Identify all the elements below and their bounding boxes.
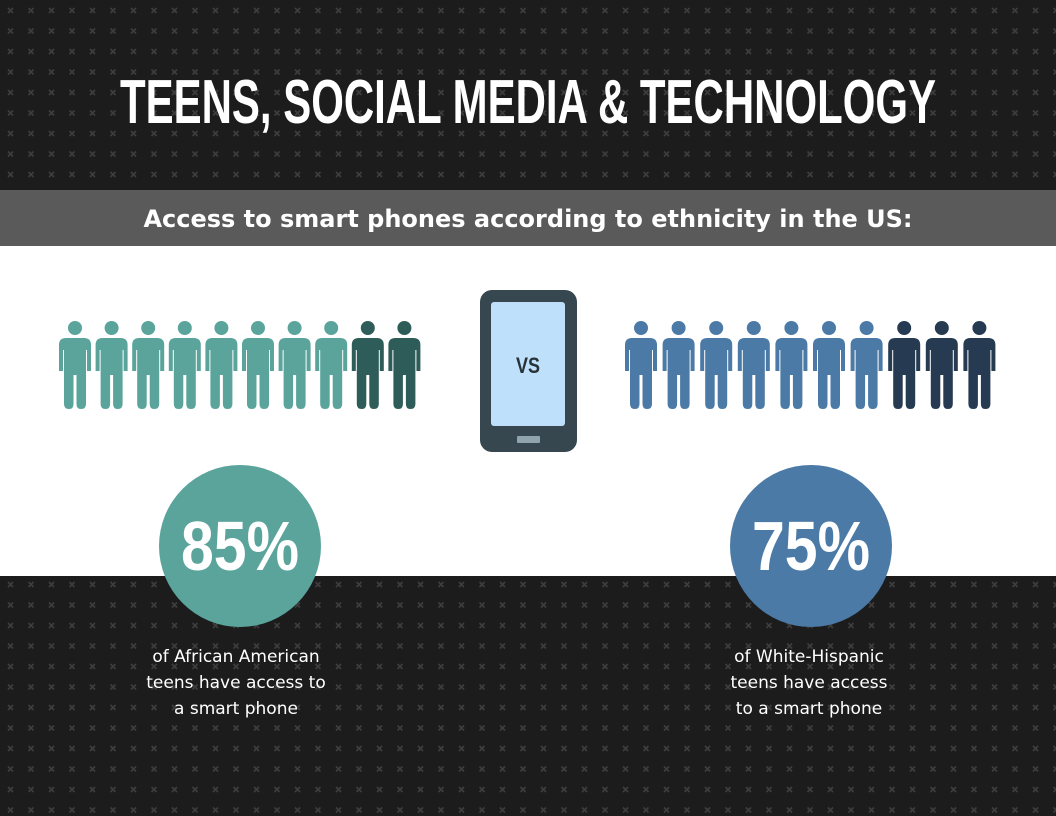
person-body [315, 338, 348, 409]
person-head [859, 321, 874, 335]
person-icon [132, 321, 165, 409]
person-head [671, 321, 686, 335]
person-body [351, 338, 384, 409]
person-icon [278, 321, 311, 409]
person-body [662, 338, 695, 409]
stat-circle [159, 465, 321, 627]
person-icon [925, 321, 958, 409]
person-body [388, 338, 421, 409]
person-icon [888, 321, 921, 409]
person-head [897, 321, 912, 335]
person-icon [315, 321, 348, 409]
person-head [141, 321, 156, 335]
person-icon [813, 321, 845, 409]
person-head [104, 321, 119, 335]
person-body [132, 338, 165, 409]
person-head [68, 321, 82, 335]
person-icon [95, 321, 128, 409]
person-icon [850, 321, 883, 409]
person-head [251, 321, 265, 335]
person-icon [963, 321, 996, 409]
person-head [634, 321, 648, 335]
stat-description: to a smart phone [736, 699, 882, 719]
person-body [278, 338, 311, 409]
stat-description: of White-Hispanic [734, 647, 884, 667]
stat-percent: 75% [752, 507, 870, 585]
phone-icon: VS [480, 290, 577, 452]
phone-screen [491, 302, 565, 426]
person-icon [168, 321, 201, 409]
people-group [625, 321, 996, 409]
stat-description: of African American [152, 647, 319, 667]
person-body [925, 338, 958, 409]
person-head [822, 321, 836, 335]
person-icon [351, 321, 384, 409]
person-head [934, 321, 949, 335]
subtitle-band [0, 190, 1056, 246]
person-head [397, 321, 412, 335]
person-icon [737, 321, 770, 409]
stat-circle [730, 465, 892, 627]
person-head [214, 321, 229, 335]
person-head [784, 321, 799, 335]
person-icon [662, 321, 695, 409]
person-body [813, 338, 845, 409]
person-icon [205, 321, 238, 409]
person-head [324, 321, 339, 335]
person-body [59, 338, 91, 409]
person-body [625, 338, 657, 409]
subtitle: Access to smart phones according to ethn… [143, 205, 912, 233]
person-body [700, 338, 733, 409]
person-icon [388, 321, 421, 409]
person-body [205, 338, 238, 409]
person-body [888, 338, 921, 409]
phone-button [517, 436, 540, 443]
person-head [287, 321, 302, 335]
person-icon [625, 321, 657, 409]
person-icon [700, 321, 733, 409]
stat-description: a smart phone [174, 699, 298, 719]
person-body [242, 338, 274, 409]
person-body [168, 338, 201, 409]
stat-percent: 85% [181, 507, 299, 585]
person-head [709, 321, 724, 335]
person-icon [59, 321, 91, 409]
vs-label: VS [516, 353, 540, 378]
person-head [972, 321, 987, 335]
person-head [177, 321, 192, 335]
person-body [737, 338, 770, 409]
stat-description: teens have access [730, 673, 887, 693]
person-head [746, 321, 761, 335]
person-body [95, 338, 128, 409]
person-body [850, 338, 883, 409]
stat-description: teens have access to [146, 673, 326, 693]
person-body [963, 338, 996, 409]
person-body [775, 338, 808, 409]
person-icon [775, 321, 808, 409]
person-head [360, 321, 375, 335]
people-group [59, 321, 421, 409]
person-icon [242, 321, 274, 409]
title: TEENS, SOCIAL MEDIA & TECHNOLOGY [120, 68, 936, 137]
